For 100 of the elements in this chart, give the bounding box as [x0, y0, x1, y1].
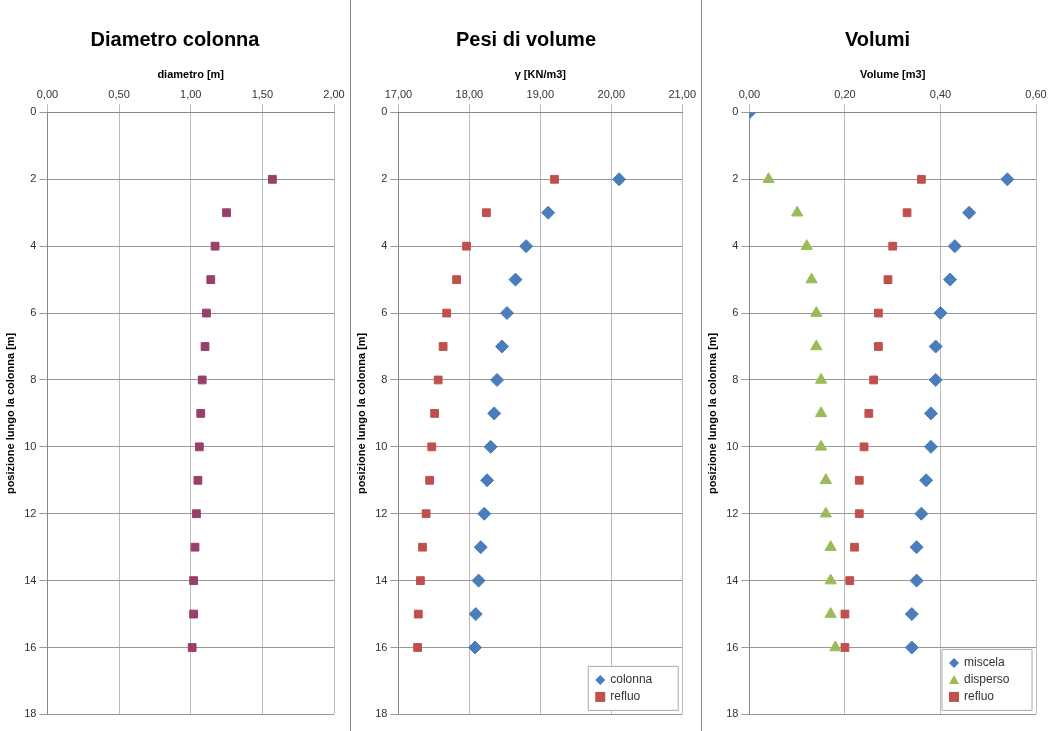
- point: [859, 442, 869, 452]
- y-tick-label: 6: [30, 306, 37, 319]
- point: [1000, 172, 1015, 187]
- point: [490, 372, 505, 387]
- point: [923, 439, 938, 454]
- point: [418, 542, 427, 552]
- point: [508, 272, 523, 287]
- point: [919, 473, 934, 488]
- point: [499, 306, 514, 321]
- point: [928, 339, 943, 354]
- x-axis-title: Volume [m3]: [860, 67, 926, 80]
- point: [477, 506, 492, 521]
- y-tick-label: 0: [732, 105, 739, 118]
- point: [943, 272, 958, 287]
- y-tick-label: 8: [381, 372, 388, 385]
- y-tick-label: 2: [732, 172, 739, 185]
- x-tick-label: 1,50: [251, 87, 274, 100]
- point: [814, 406, 828, 418]
- x-tick-label: 0,60: [1025, 87, 1047, 100]
- y-tick-label: 14: [726, 573, 739, 586]
- point: [483, 439, 498, 454]
- point: [874, 308, 883, 318]
- point: [840, 643, 850, 652]
- point: [433, 375, 443, 385]
- y-tick-label: 18: [24, 707, 37, 720]
- point: [200, 342, 210, 351]
- point: [480, 473, 495, 488]
- x-tick-label: 0,20: [834, 87, 856, 100]
- point: [487, 406, 502, 421]
- point: [947, 239, 962, 254]
- chart-title: Pesi di volume: [454, 27, 598, 52]
- x-tick-label: 1,00: [180, 87, 202, 100]
- point: [854, 509, 864, 519]
- y-tick-label: 12: [24, 506, 37, 519]
- point: [914, 506, 929, 521]
- point: [222, 208, 231, 218]
- legend-label: disperso: [964, 672, 1010, 687]
- point: [421, 509, 431, 519]
- point: [933, 306, 948, 321]
- point: [210, 241, 220, 251]
- point: [805, 272, 818, 284]
- x-axis-title: diametro [m]: [157, 67, 225, 80]
- point: [814, 439, 828, 451]
- y-tick-label: 10: [375, 439, 388, 452]
- y-tick-label: 8: [30, 372, 37, 385]
- point: [902, 208, 912, 218]
- y-tick-label: 16: [24, 640, 37, 653]
- y-tick-label: 10: [24, 439, 37, 452]
- point: [845, 576, 855, 586]
- y-tick-label: 2: [30, 172, 37, 185]
- point: [762, 172, 775, 184]
- point: [962, 205, 977, 220]
- point: [190, 542, 200, 552]
- point: [189, 609, 198, 619]
- y-tick-label: 14: [375, 573, 388, 586]
- chart-title: Diametro colonna: [89, 27, 261, 52]
- point: [916, 174, 926, 184]
- x-tick-label: 2,00: [323, 87, 345, 100]
- y-tick-label: 18: [726, 707, 739, 720]
- point: [550, 174, 559, 184]
- legend-label: refluo: [964, 689, 995, 704]
- y-tick-label: 10: [726, 439, 739, 452]
- x-axis-title: γ [KN/m3]: [514, 67, 567, 80]
- point: [824, 607, 837, 618]
- point: [268, 174, 277, 184]
- point: [612, 172, 627, 187]
- point: [854, 475, 864, 485]
- x-tick-label: 0,00: [738, 87, 761, 100]
- y-tick-label: 12: [726, 506, 739, 519]
- point: [883, 275, 893, 285]
- point: [189, 576, 198, 586]
- point: [194, 442, 204, 452]
- point: [909, 540, 924, 555]
- point: [810, 339, 823, 351]
- point: [791, 205, 804, 217]
- x-tick-label: 20,00: [597, 87, 626, 100]
- y-tick-label: 4: [732, 239, 739, 252]
- point: [928, 372, 943, 387]
- point: [819, 473, 832, 485]
- point: [888, 241, 898, 251]
- y-tick-label: 18: [375, 707, 388, 720]
- point: [413, 609, 423, 619]
- point: [427, 442, 437, 452]
- y-tick-label: 16: [726, 640, 739, 653]
- y-axis-title: posizione lungo la colonna [m]: [3, 332, 16, 495]
- x-tick-label: 0,50: [108, 87, 130, 100]
- x-tick-label: 17,00: [384, 87, 413, 100]
- y-tick-label: 6: [381, 306, 388, 319]
- y-tick-label: 0: [381, 105, 388, 118]
- point: [904, 607, 919, 622]
- point: [519, 239, 534, 254]
- point: [819, 506, 832, 518]
- point: [824, 573, 837, 585]
- point: [425, 475, 435, 485]
- x-tick-label: 21,00: [668, 87, 696, 100]
- point: [473, 540, 488, 555]
- legend-label: colonna: [610, 672, 653, 687]
- y-tick-label: 4: [381, 239, 388, 252]
- point: [193, 475, 203, 485]
- x-tick-label: 0,00: [36, 87, 59, 100]
